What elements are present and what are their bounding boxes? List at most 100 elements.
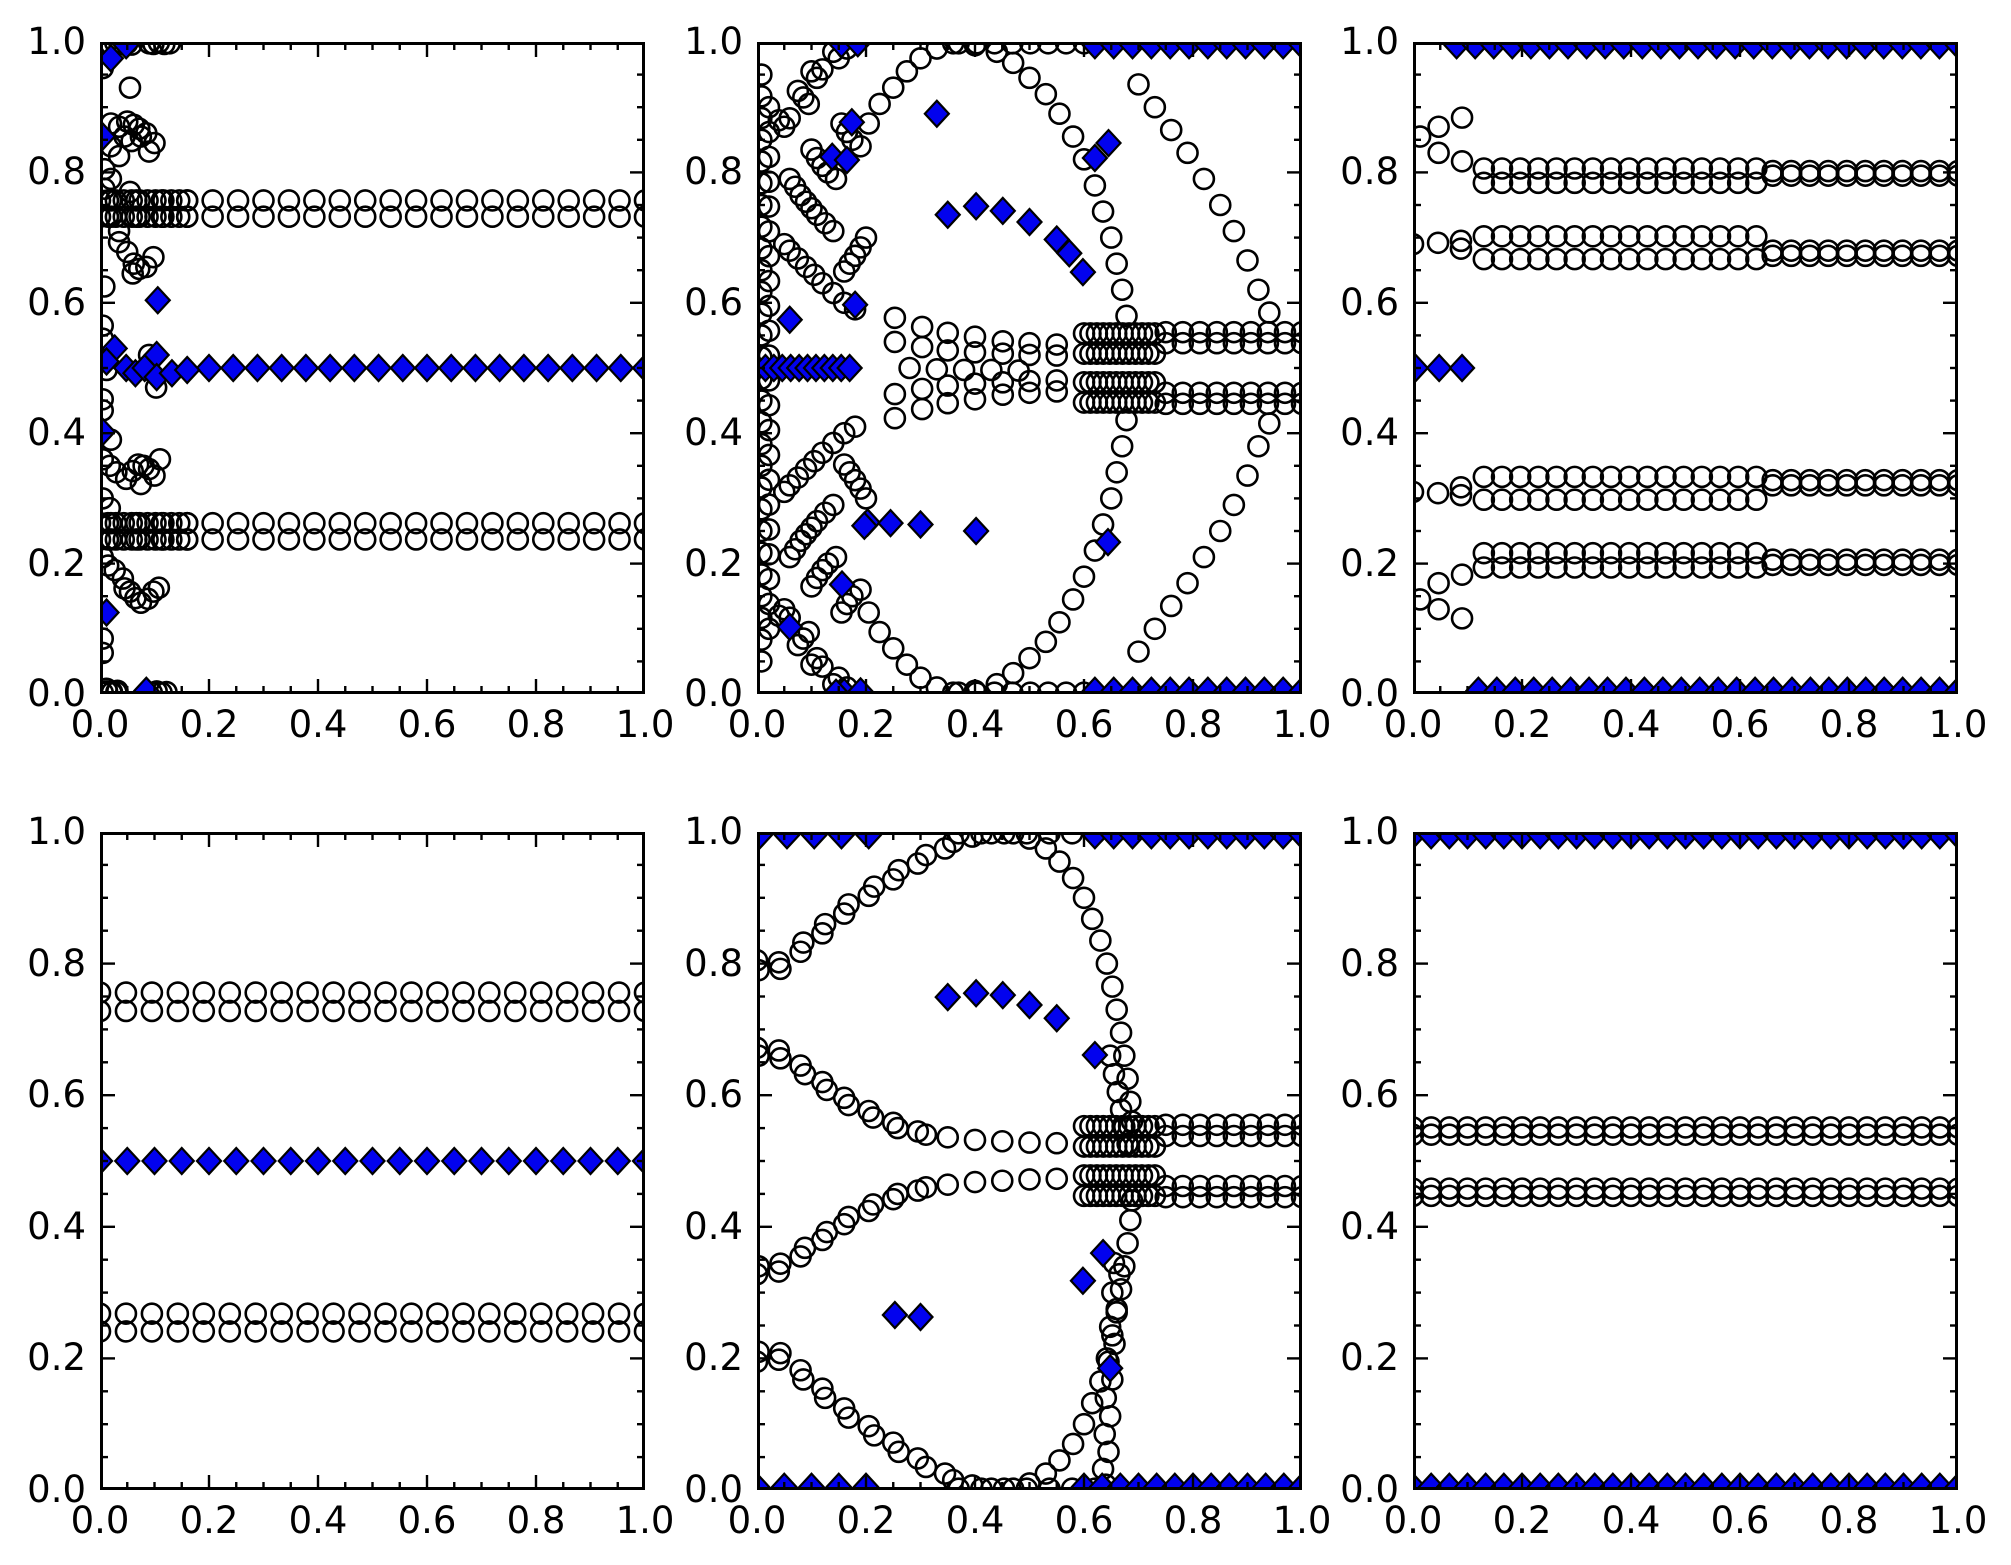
circle-marker-series xyxy=(1072,371,1167,394)
circle-marker-series xyxy=(1472,157,1768,180)
subplot-top-right-plot-area xyxy=(1413,42,1958,694)
y-tick-label: 0.4 xyxy=(684,411,743,455)
x-tick-label: 0.0 xyxy=(727,703,787,746)
y-tick-label: 0.8 xyxy=(684,150,743,194)
circle-marker-series xyxy=(767,42,878,321)
x-tick-label: 1.0 xyxy=(1272,703,1332,746)
x-tick-label: 0.8 xyxy=(1163,1499,1223,1542)
x-tick-label: 0.8 xyxy=(1819,703,1879,746)
circle-marker-series xyxy=(1001,1189,1144,1490)
y-tick-label: 0.2 xyxy=(684,1336,743,1380)
circle-marker-series xyxy=(100,999,645,1023)
x-tick-label: 0.4 xyxy=(945,703,1005,746)
axis-ticks xyxy=(1413,42,1958,694)
axes-frame xyxy=(100,42,645,694)
circle-marker-series xyxy=(1472,556,1768,579)
x-tick-label: 1.0 xyxy=(615,703,675,746)
subplot-bottom-left-plot-area xyxy=(100,832,645,1490)
x-tick-label: 0.4 xyxy=(1601,1499,1661,1542)
y-tick-label: 1.0 xyxy=(27,20,86,63)
y-tick-label: 0.6 xyxy=(1340,280,1399,324)
circle-marker-series xyxy=(1127,73,1281,324)
circle-marker-series xyxy=(1472,488,1768,512)
axes-frame xyxy=(100,832,645,1490)
y-tick-label: 0.4 xyxy=(27,1204,86,1248)
circle-marker-series xyxy=(757,1340,1003,1490)
y-tick-label: 0.0 xyxy=(684,672,743,715)
circle-marker-series xyxy=(757,1167,1069,1286)
x-tick-label: 0.4 xyxy=(288,1499,348,1542)
circle-marker-series xyxy=(100,981,645,1004)
circle-marker-series xyxy=(100,205,199,229)
subplot-top-middle xyxy=(757,42,1302,694)
circle-marker-series xyxy=(1072,1184,1167,1208)
axes-frame xyxy=(757,42,1302,694)
x-tick-label: 0.6 xyxy=(1710,1499,1770,1542)
circle-marker-series xyxy=(100,528,199,551)
y-tick-label: 0.8 xyxy=(1340,941,1399,985)
circle-marker-series xyxy=(767,415,878,694)
y-tick-label: 1.0 xyxy=(1340,810,1399,853)
x-tick-label: 0.2 xyxy=(1492,1499,1552,1542)
y-tick-label: 0.4 xyxy=(1340,411,1399,455)
y-tick-label: 0.4 xyxy=(27,411,86,455)
circle-marker-series xyxy=(757,1036,1069,1155)
x-tick-label: 0.0 xyxy=(727,1499,787,1542)
circle-marker-series xyxy=(1413,106,1474,260)
axes-frame xyxy=(757,832,1302,1490)
circle-marker-series xyxy=(1761,164,1958,187)
y-tick-label: 1.0 xyxy=(27,810,86,853)
circle-marker-series xyxy=(757,832,1003,982)
circle-marker-series xyxy=(1091,1251,1131,1490)
y-tick-label: 0.2 xyxy=(1340,1336,1399,1380)
x-tick-label: 0.4 xyxy=(1601,703,1661,746)
circle-marker-series xyxy=(1472,247,1768,271)
x-tick-label: 1.0 xyxy=(1272,1499,1332,1542)
x-tick-label: 0.2 xyxy=(836,1499,896,1542)
x-tick-label: 0.0 xyxy=(1383,1499,1443,1542)
x-tick-label: 1.0 xyxy=(1928,1499,1988,1542)
axis-ticks xyxy=(757,832,1302,1490)
circle-marker-series xyxy=(1154,1124,1302,1148)
diamond-marker-series xyxy=(776,42,1123,694)
x-tick-label: 0.2 xyxy=(179,1499,239,1542)
x-tick-label: 0.8 xyxy=(506,703,566,746)
subplot-bottom-middle-plot-area xyxy=(757,832,1302,1490)
x-tick-label: 1.0 xyxy=(615,1499,675,1542)
axes-frame xyxy=(1413,42,1958,694)
x-tick-label: 0.2 xyxy=(836,703,896,746)
x-tick-label: 0.6 xyxy=(1054,703,1114,746)
circle-marker-series xyxy=(849,408,1138,694)
circle-marker-series xyxy=(1154,1174,1302,1198)
y-tick-label: 1.0 xyxy=(1340,20,1399,63)
x-tick-label: 0.6 xyxy=(1710,703,1770,746)
x-tick-label: 0.0 xyxy=(1383,703,1443,746)
circle-marker-series xyxy=(1127,412,1281,663)
circle-marker-series xyxy=(1072,1164,1167,1187)
y-tick-label: 0.0 xyxy=(27,672,86,715)
circle-marker-series xyxy=(1472,541,1768,565)
x-tick-label: 0.8 xyxy=(1819,1499,1879,1542)
axis-ticks xyxy=(1413,832,1958,1490)
diamond-marker-series xyxy=(1413,353,1476,383)
circle-marker-series xyxy=(883,306,1069,430)
circle-marker-series xyxy=(1154,331,1302,355)
x-tick-label: 0.2 xyxy=(179,703,239,746)
circle-marker-series xyxy=(1154,320,1302,344)
circle-marker-series xyxy=(1413,1184,1958,1208)
y-tick-label: 0.0 xyxy=(1340,1468,1399,1511)
y-tick-label: 0.0 xyxy=(27,1468,86,1511)
circle-marker-series xyxy=(1472,171,1768,195)
diamond-marker-series xyxy=(881,978,1124,1383)
circle-marker-series xyxy=(1072,342,1167,365)
circle-marker-series xyxy=(1761,468,1958,492)
y-tick-label: 0.0 xyxy=(684,1468,743,1511)
y-tick-label: 0.6 xyxy=(684,1073,743,1117)
y-tick-label: 0.6 xyxy=(27,280,86,324)
y-tick-label: 0.6 xyxy=(1340,1073,1399,1117)
subplot-top-left-plot-area xyxy=(100,42,645,694)
circle-marker-series xyxy=(1072,391,1167,414)
subplot-top-right xyxy=(1413,42,1958,694)
axes-frame xyxy=(1413,832,1958,1490)
